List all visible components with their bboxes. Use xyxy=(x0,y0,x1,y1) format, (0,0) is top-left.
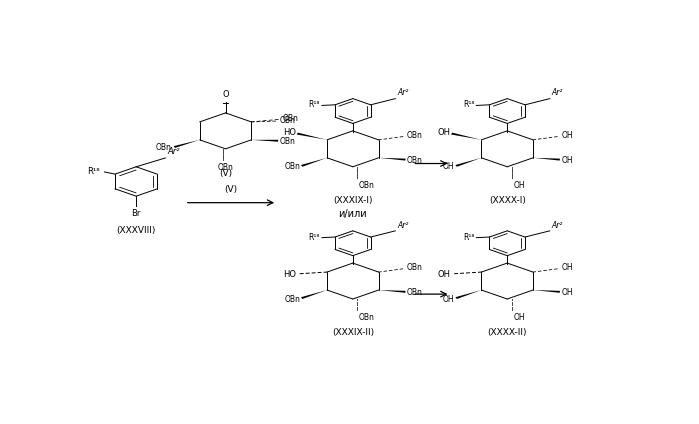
Text: HO: HO xyxy=(282,270,296,279)
Text: OBn: OBn xyxy=(282,114,298,123)
Text: OH: OH xyxy=(443,295,454,304)
Polygon shape xyxy=(301,158,327,167)
Text: OH: OH xyxy=(561,131,573,140)
Text: R¹⁸: R¹⁸ xyxy=(463,232,475,242)
Text: OBn: OBn xyxy=(407,156,423,165)
Text: O: O xyxy=(222,90,229,100)
Polygon shape xyxy=(296,133,327,140)
Text: (V): (V) xyxy=(224,184,238,193)
Text: OH: OH xyxy=(561,263,573,272)
Text: Ar²: Ar² xyxy=(552,88,563,98)
Text: OBn: OBn xyxy=(280,137,296,146)
Polygon shape xyxy=(301,290,327,299)
Text: OBn: OBn xyxy=(217,163,233,172)
Polygon shape xyxy=(451,133,482,140)
Text: Ar²: Ar² xyxy=(168,148,180,156)
Text: R¹⁸: R¹⁸ xyxy=(463,100,475,109)
Text: (V): (V) xyxy=(219,169,232,178)
Text: R¹⁸: R¹⁸ xyxy=(87,167,99,176)
Text: (XXXIX-I): (XXXIX-I) xyxy=(333,195,373,204)
Polygon shape xyxy=(252,140,278,142)
Text: OBn: OBn xyxy=(284,162,300,171)
Text: OH: OH xyxy=(443,162,454,171)
Text: OH: OH xyxy=(561,288,573,297)
Text: OBn: OBn xyxy=(407,263,423,272)
Text: OBn: OBn xyxy=(284,295,300,304)
Text: Br: Br xyxy=(131,209,140,218)
Text: R¹⁸: R¹⁸ xyxy=(308,100,320,109)
Text: OH: OH xyxy=(437,270,450,279)
Text: OH: OH xyxy=(513,181,525,190)
Text: OBn: OBn xyxy=(156,143,171,152)
Text: R¹⁸: R¹⁸ xyxy=(308,232,320,242)
Polygon shape xyxy=(379,290,405,293)
Polygon shape xyxy=(379,158,405,161)
Text: OBn: OBn xyxy=(407,288,423,297)
Polygon shape xyxy=(533,290,560,293)
Text: OBn: OBn xyxy=(280,116,296,125)
Text: OBn: OBn xyxy=(407,131,423,140)
Text: Ar²: Ar² xyxy=(398,88,409,98)
Text: (XXXIX-II): (XXXIX-II) xyxy=(332,328,374,337)
Text: OH: OH xyxy=(561,156,573,165)
Text: OBn: OBn xyxy=(359,313,375,322)
Text: Ar²: Ar² xyxy=(398,220,409,229)
Text: OH: OH xyxy=(437,128,450,137)
Text: (XXXX-I): (XXXX-I) xyxy=(489,195,526,204)
Polygon shape xyxy=(533,158,560,161)
Polygon shape xyxy=(455,158,482,167)
Text: OBn: OBn xyxy=(359,181,375,190)
Text: OH: OH xyxy=(513,313,525,322)
Text: (XXXX-II): (XXXX-II) xyxy=(487,328,527,337)
Text: и/или: и/или xyxy=(338,209,367,219)
Text: HO: HO xyxy=(282,128,296,137)
Text: (XXXVIII): (XXXVIII) xyxy=(117,226,156,234)
Polygon shape xyxy=(173,140,200,148)
Polygon shape xyxy=(455,290,482,299)
Text: Ar²: Ar² xyxy=(552,220,563,229)
